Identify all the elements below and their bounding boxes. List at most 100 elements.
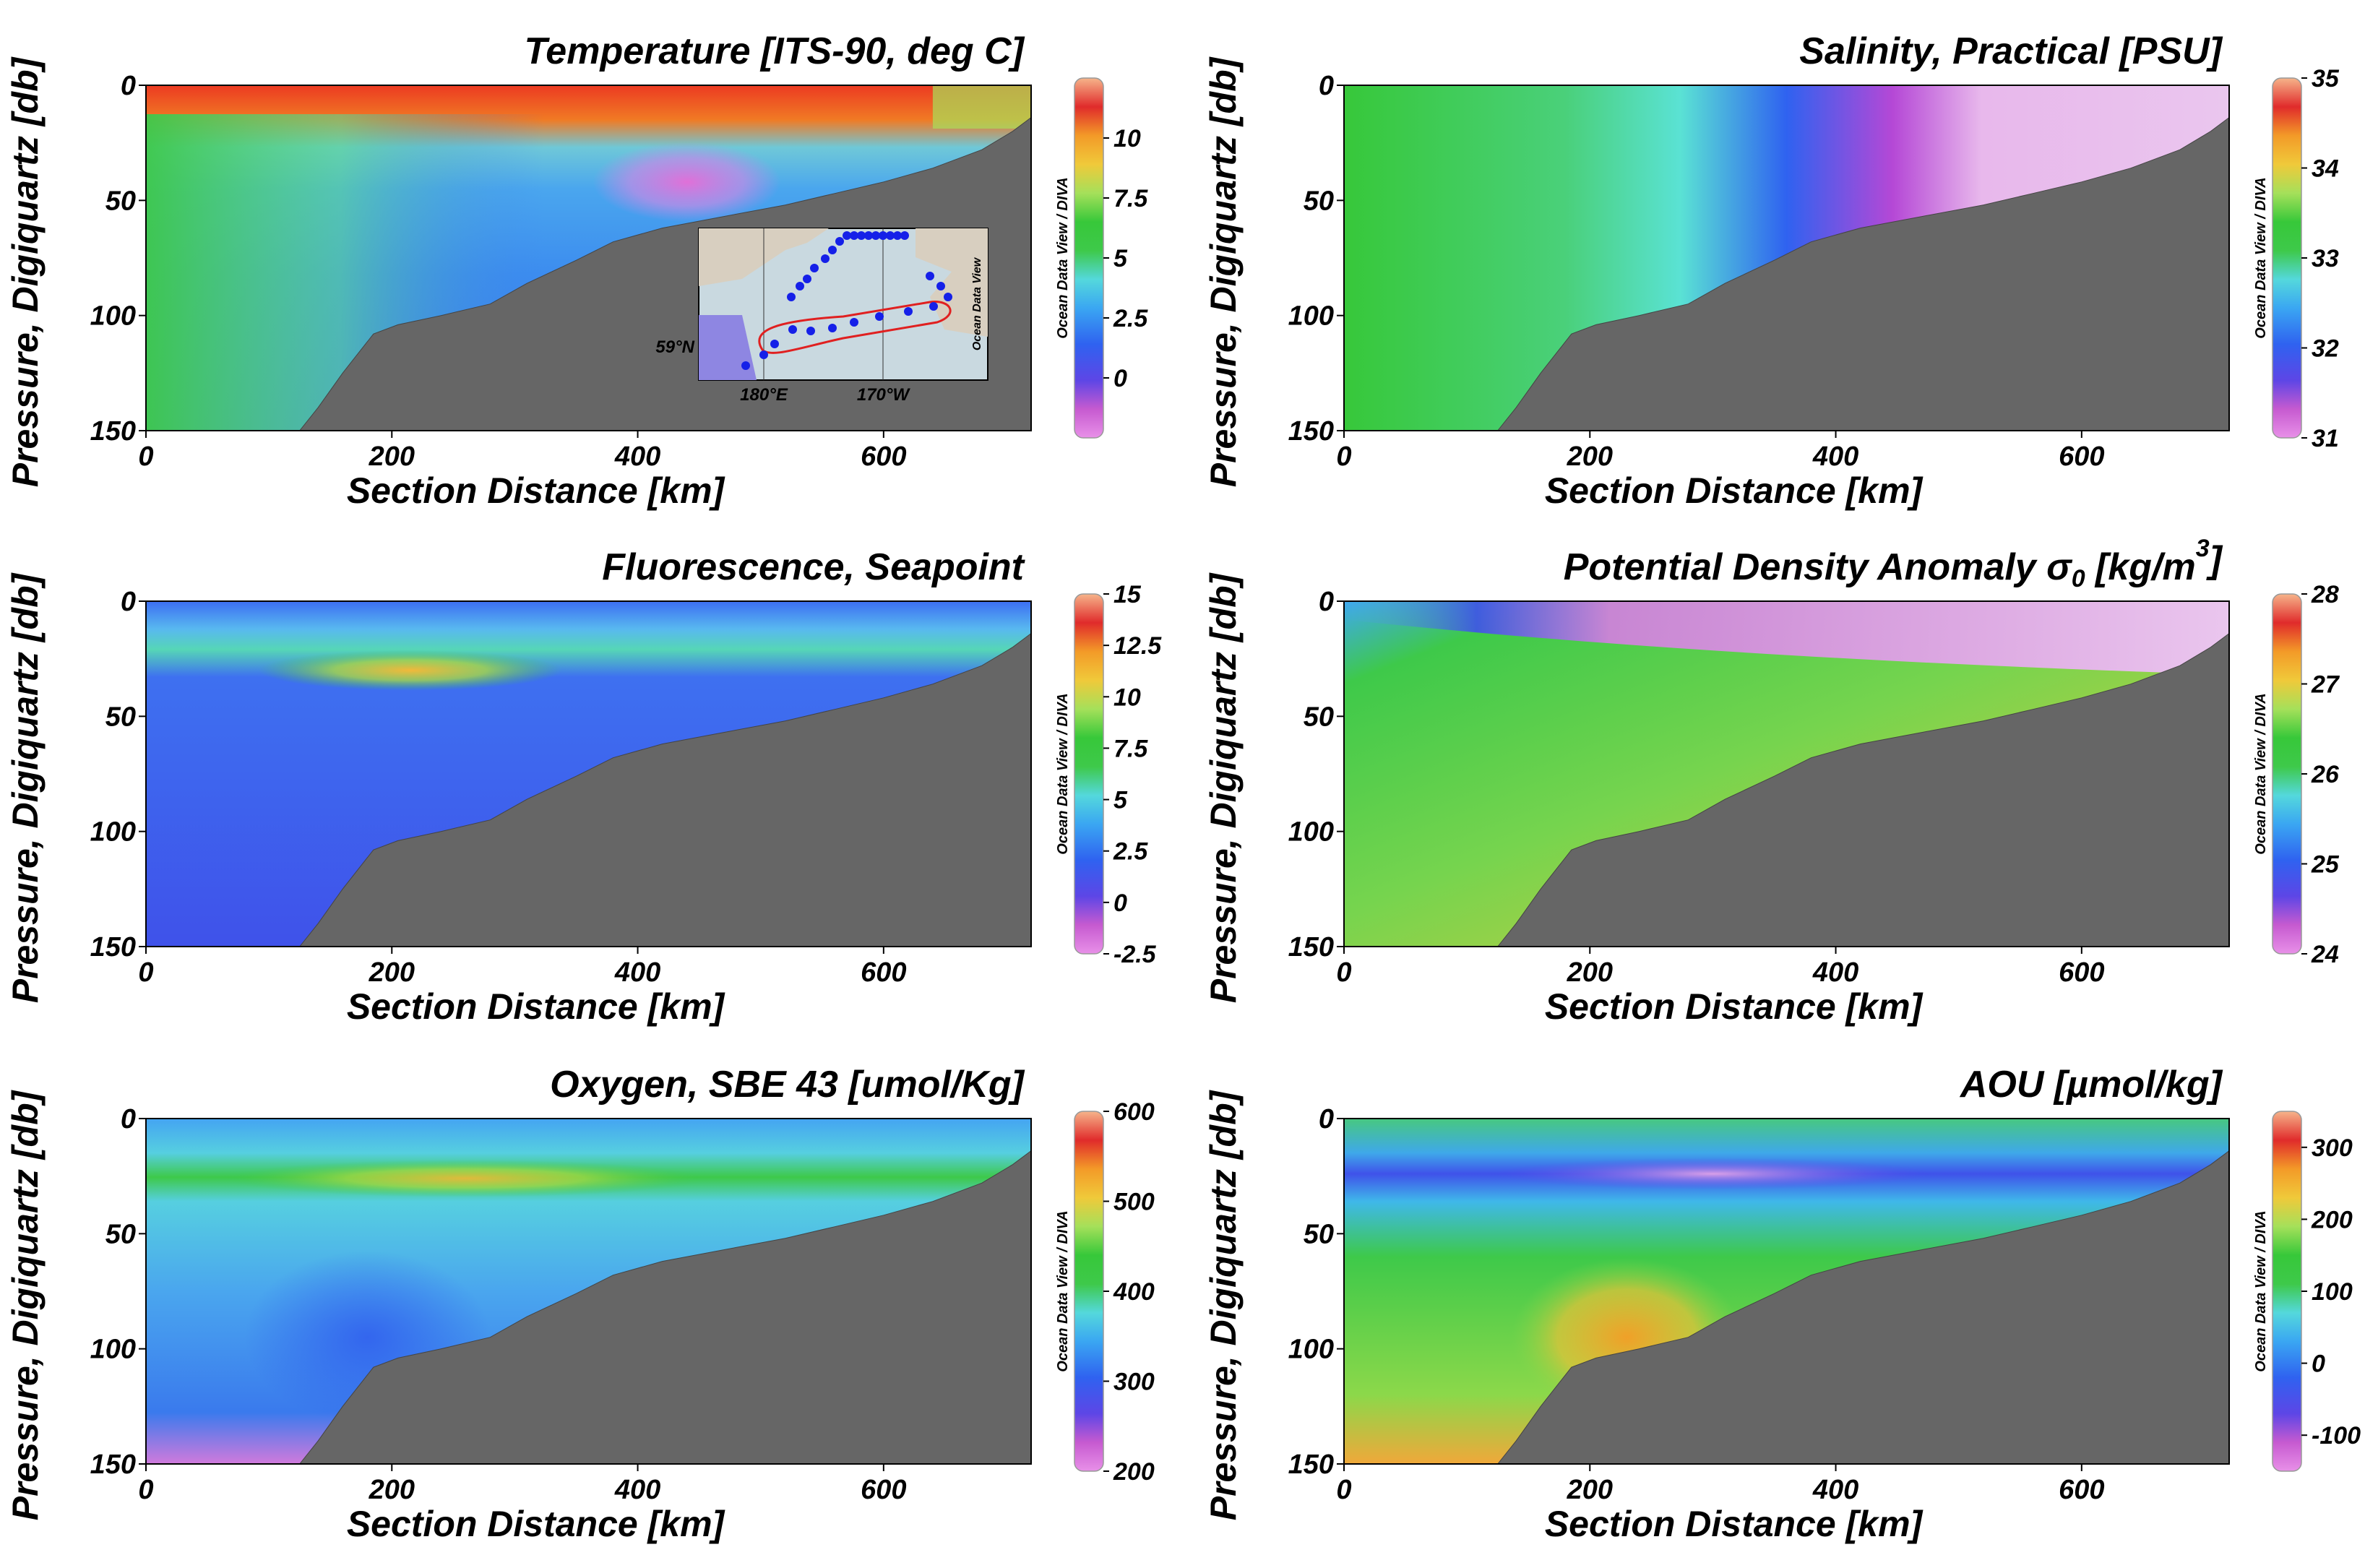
colorbar-tick-label: 24 bbox=[2311, 941, 2339, 968]
x-tick-label: 600 bbox=[861, 441, 906, 472]
colorbar-tick-label: 7.5 bbox=[1113, 735, 1148, 762]
x-tick-label: 400 bbox=[614, 441, 660, 472]
y-tick-label: 150 bbox=[90, 932, 136, 962]
cold-core-patch bbox=[593, 142, 781, 222]
x-tick-label: 400 bbox=[614, 1475, 660, 1505]
y-tick-label: 150 bbox=[1288, 416, 1334, 447]
map-watermark: Ocean Data View bbox=[971, 257, 983, 350]
y-tick-label: 100 bbox=[90, 301, 136, 332]
station-marker bbox=[803, 275, 811, 283]
plot-frame bbox=[145, 600, 1032, 947]
station-marker bbox=[770, 340, 779, 348]
colorbar-tick-label: 0 bbox=[1113, 365, 1127, 392]
colorbar-tick-label: 300 bbox=[2312, 1134, 2353, 1162]
x-axis-label: Section Distance [km] bbox=[1545, 470, 1924, 511]
fluorescence-max-patch bbox=[258, 650, 562, 691]
x-tick-label: 400 bbox=[614, 957, 660, 988]
station-marker bbox=[864, 231, 873, 240]
x-tick-label: 0 bbox=[1336, 957, 1351, 988]
y-tick-label: 150 bbox=[90, 416, 136, 447]
y-axis-label: Pressure, Digiquartz [db] bbox=[1203, 572, 1244, 1003]
colorbar bbox=[1074, 1111, 1104, 1472]
station-marker bbox=[879, 231, 887, 240]
station-marker bbox=[886, 231, 895, 240]
plot-area bbox=[146, 601, 1031, 947]
colorbar-tick-label: 33 bbox=[2312, 245, 2339, 272]
aou-min-patch bbox=[1496, 1158, 1930, 1190]
x-tick-label: 0 bbox=[138, 957, 153, 988]
inset-station-map: 59°N 180°E 170°W Ocean Data View bbox=[655, 228, 988, 405]
colorbar-tick-label: 25 bbox=[2311, 851, 2340, 879]
colorbar-tick-label: 0 bbox=[2312, 1351, 2325, 1378]
panel-title: Fluorescence, Seapoint bbox=[602, 546, 1025, 588]
map-lat-label: 59°N bbox=[655, 337, 694, 357]
x-tick-label: 400 bbox=[1812, 441, 1858, 472]
station-marker bbox=[904, 307, 913, 316]
colorbar-tick-label: 2.5 bbox=[1113, 838, 1148, 866]
odv-watermark: Ocean Data View / DIVA bbox=[2253, 693, 2269, 854]
station-marker bbox=[835, 237, 844, 246]
colorbar-tick-label: 200 bbox=[1113, 1458, 1155, 1486]
colorbar-tick-label: 34 bbox=[2312, 155, 2339, 183]
y-axis-label: Pressure, Digiquartz [db] bbox=[1203, 56, 1244, 487]
colorbar-tick-label: 10 bbox=[1113, 684, 1141, 711]
bathymetry bbox=[1497, 1150, 2229, 1464]
plot-area bbox=[1344, 601, 2229, 947]
station-marker bbox=[828, 324, 837, 332]
x-axis-label: Section Distance [km] bbox=[347, 986, 726, 1027]
colorbar-tick-label: 15 bbox=[1113, 581, 1142, 608]
plot-frame bbox=[145, 1118, 1032, 1465]
station-marker bbox=[850, 318, 858, 327]
odv-watermark: Ocean Data View / DIVA bbox=[2253, 177, 2269, 338]
x-tick-label: 600 bbox=[861, 1475, 906, 1505]
y-tick-label: 150 bbox=[1288, 932, 1334, 962]
station-marker bbox=[796, 282, 804, 290]
colorbar-tick-label: 100 bbox=[2312, 1278, 2353, 1306]
colorbar-tick-label: 500 bbox=[1113, 1189, 1155, 1216]
x-tick-label: 0 bbox=[138, 1475, 153, 1505]
station-marker bbox=[944, 293, 952, 301]
y-tick-label: 50 bbox=[1304, 186, 1334, 216]
x-tick-label: 200 bbox=[1567, 441, 1613, 472]
x-tick-label: 400 bbox=[1812, 1475, 1858, 1505]
colorbar bbox=[2272, 77, 2302, 439]
x-tick-label: 200 bbox=[369, 957, 415, 988]
colorbar bbox=[2272, 1111, 2302, 1472]
y-tick-label: 0 bbox=[121, 1104, 136, 1134]
plot-area bbox=[1344, 1119, 2229, 1464]
station-marker bbox=[857, 231, 866, 240]
plot-frame bbox=[1343, 1118, 2230, 1465]
y-tick-label: 50 bbox=[1304, 702, 1334, 732]
title-part: [kg/m bbox=[2085, 546, 2196, 588]
title-part: Potential Density Anomaly σ bbox=[1564, 546, 2073, 588]
station-marker bbox=[850, 231, 858, 240]
x-tick-label: 600 bbox=[2059, 441, 2104, 472]
x-tick-label: 400 bbox=[1812, 957, 1858, 988]
title-part: 3 bbox=[2196, 535, 2210, 562]
plot-area bbox=[1344, 85, 2229, 431]
colorbar-tick-label: 600 bbox=[1113, 1098, 1155, 1126]
panel-title: AOU [µmol/kg] bbox=[1959, 1064, 2223, 1106]
station-marker bbox=[821, 254, 830, 263]
colorbar-tick-label: 5 bbox=[1113, 245, 1128, 272]
colorbar-tick-label: -100 bbox=[2312, 1422, 2361, 1449]
colorbar-tick-label: 300 bbox=[1113, 1369, 1155, 1396]
map-lon-label: 170°W bbox=[857, 385, 911, 405]
station-marker bbox=[810, 264, 819, 272]
x-tick-label: 200 bbox=[369, 441, 415, 472]
station-marker bbox=[875, 312, 884, 321]
station-marker bbox=[828, 246, 837, 254]
station-marker bbox=[806, 327, 815, 335]
panel-title: Oxygen, SBE 43 [umol/Kg] bbox=[550, 1064, 1025, 1106]
x-tick-label: 600 bbox=[861, 957, 906, 988]
x-axis-label: Section Distance [km] bbox=[1545, 986, 1924, 1027]
colorbar-tick-label: 35 bbox=[2312, 65, 2340, 92]
station-marker bbox=[871, 231, 880, 240]
station-marker bbox=[929, 302, 938, 311]
station-marker bbox=[843, 231, 851, 240]
y-tick-label: 50 bbox=[105, 702, 136, 732]
